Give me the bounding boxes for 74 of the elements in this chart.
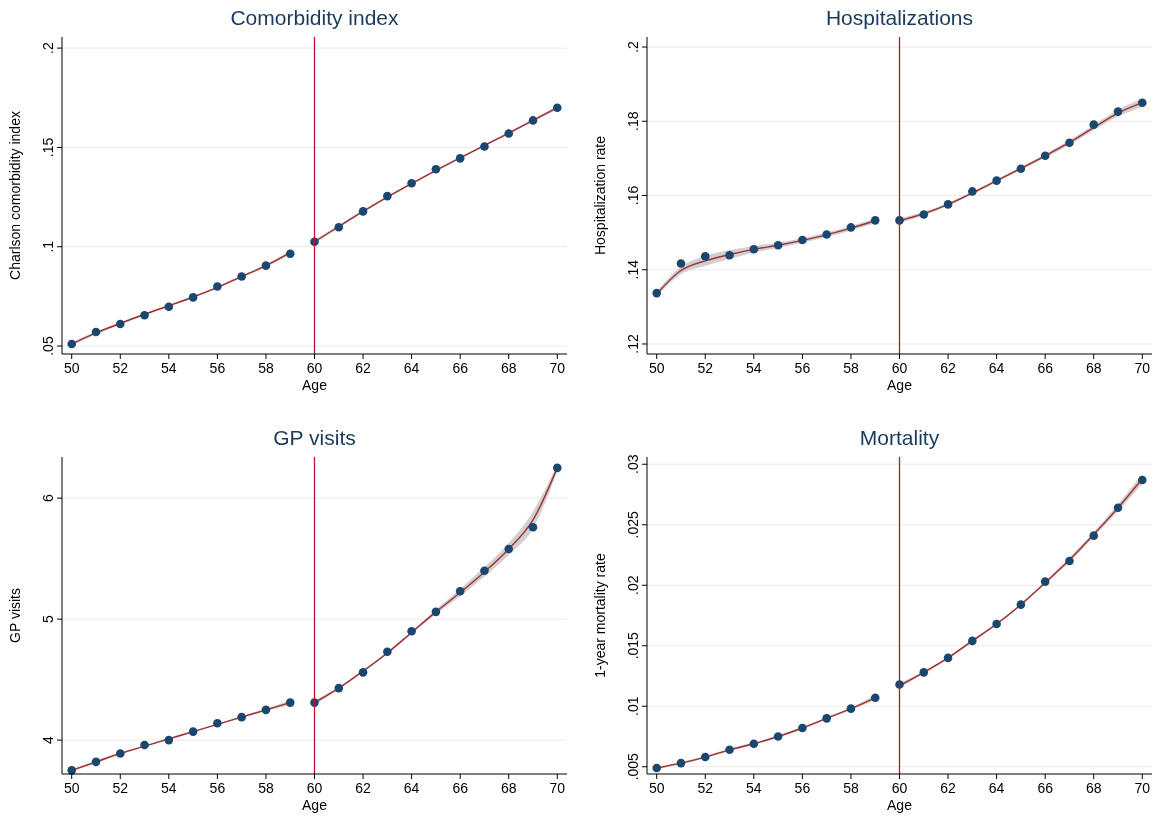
x-tick-label: 60 <box>891 360 908 376</box>
x-tick-label: 70 <box>1134 780 1151 796</box>
chart-title: GP visits <box>273 426 356 449</box>
x-tick-label: 68 <box>1085 780 1102 796</box>
x-tick-label: 50 <box>648 360 665 376</box>
y-axis-title: Hospitalization rate <box>592 135 608 256</box>
x-tick-label: 62 <box>355 780 372 796</box>
y-tick-label: .02 <box>625 575 641 595</box>
x-tick-label: 66 <box>1037 780 1054 796</box>
chart-title: Hospitalizations <box>825 6 974 29</box>
x-tick-label: 58 <box>258 360 274 376</box>
y-tick-label: .025 <box>625 510 641 539</box>
chart-title: Comorbidity index <box>230 6 400 29</box>
x-tick-label: 56 <box>794 360 811 376</box>
x-tick-label: 56 <box>209 360 226 376</box>
x-tick-label: 52 <box>697 360 714 376</box>
x-tick-label: 64 <box>403 780 420 796</box>
x-tick-label: 60 <box>306 780 323 796</box>
x-tick-label: 54 <box>746 780 762 796</box>
x-axis-title: Age <box>887 797 913 813</box>
x-tick-label: 58 <box>843 780 859 796</box>
x-tick-label: 56 <box>794 780 811 796</box>
x-tick-label: 56 <box>209 780 226 796</box>
x-tick-label: 54 <box>746 360 762 376</box>
x-tick-label: 68 <box>1085 360 1102 376</box>
x-tick-label: 62 <box>355 360 372 376</box>
x-tick-label: 60 <box>891 780 908 796</box>
x-tick-label: 50 <box>63 360 80 376</box>
y-tick-label: .015 <box>625 631 641 660</box>
x-axis-title: Age <box>302 377 328 393</box>
x-tick-label: 64 <box>988 360 1005 376</box>
y-tick-label: .2 <box>625 40 641 53</box>
x-tick-label: 58 <box>843 360 859 376</box>
y-tick-label: 4 <box>40 736 56 745</box>
y-tick-label: .03 <box>625 454 641 474</box>
y-axis-title: GP visits <box>7 588 23 643</box>
x-tick-label: 60 <box>306 360 323 376</box>
x-tick-label: 62 <box>940 360 957 376</box>
x-tick-label: 50 <box>648 780 665 796</box>
y-tick-label: .005 <box>625 752 641 781</box>
y-tick-label: .2 <box>40 42 56 54</box>
x-tick-label: 68 <box>500 360 517 376</box>
x-tick-label: 54 <box>161 360 177 376</box>
x-tick-label: 64 <box>403 360 420 376</box>
y-tick-label: .05 <box>40 336 56 356</box>
x-tick-label: 66 <box>452 360 469 376</box>
x-tick-label: 62 <box>940 780 957 796</box>
x-tick-label: 52 <box>697 780 714 796</box>
y-tick-label: 5 <box>40 615 56 624</box>
y-tick-label: 6 <box>40 494 56 503</box>
x-tick-label: 66 <box>1037 360 1054 376</box>
x-tick-label: 64 <box>988 780 1005 796</box>
x-tick-label: 52 <box>112 780 129 796</box>
x-tick-label: 54 <box>161 780 177 796</box>
y-tick-label: .01 <box>625 696 641 716</box>
x-tick-label: 50 <box>63 780 80 796</box>
x-tick-label: 70 <box>549 780 566 796</box>
x-tick-label: 70 <box>1134 360 1151 376</box>
chart-title: Mortality <box>859 426 940 449</box>
y-tick-label: .1 <box>40 240 56 253</box>
x-tick-label: 66 <box>452 780 469 796</box>
y-tick-label: .12 <box>625 334 641 354</box>
x-tick-label: 52 <box>112 360 129 376</box>
x-axis-title: Age <box>887 377 913 393</box>
y-tick-label: .15 <box>40 137 56 158</box>
y-axis-title: Charlson comorbidity index <box>7 111 23 280</box>
y-axis-title: 1-year mortality rate <box>592 553 608 678</box>
y-tick-label: .16 <box>625 185 641 206</box>
x-tick-label: 68 <box>500 780 517 796</box>
x-axis-title: Age <box>302 797 328 813</box>
x-tick-label: 70 <box>549 360 566 376</box>
y-tick-label: .14 <box>625 259 641 280</box>
y-tick-label: .18 <box>625 111 641 131</box>
x-tick-label: 58 <box>258 780 274 796</box>
